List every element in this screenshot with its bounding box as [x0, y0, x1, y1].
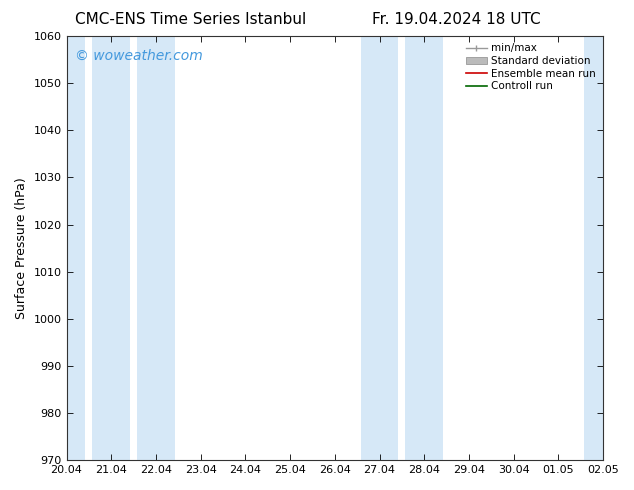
- Bar: [137, 36, 175, 460]
- Text: Fr. 19.04.2024 18 UTC: Fr. 19.04.2024 18 UTC: [372, 12, 541, 27]
- Text: © woweather.com: © woweather.com: [75, 49, 202, 63]
- Y-axis label: Surface Pressure (hPa): Surface Pressure (hPa): [15, 177, 28, 319]
- Bar: [93, 36, 130, 460]
- Bar: [406, 36, 443, 460]
- Text: CMC-ENS Time Series Istanbul: CMC-ENS Time Series Istanbul: [75, 12, 306, 27]
- Legend: min/max, Standard deviation, Ensemble mean run, Controll run: min/max, Standard deviation, Ensemble me…: [462, 39, 600, 96]
- Bar: [361, 36, 398, 460]
- Bar: [585, 36, 622, 460]
- Bar: [48, 36, 86, 460]
